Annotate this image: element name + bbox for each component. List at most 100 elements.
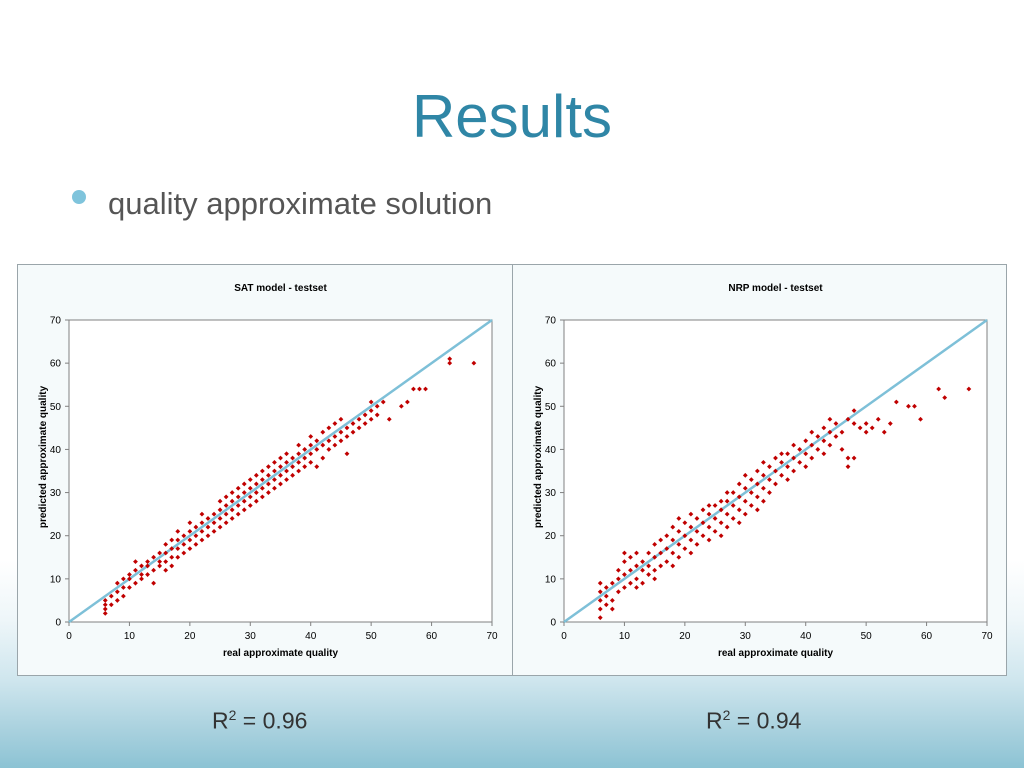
data-point <box>235 503 241 508</box>
charts-figure: SAT model - testset 0 10 20 30 40 50 60 70 0 10 20 3… <box>17 264 1007 676</box>
data-point <box>742 472 748 478</box>
data-point <box>634 550 639 556</box>
data-point <box>646 563 651 569</box>
data-point <box>356 425 362 431</box>
data-point <box>338 438 344 444</box>
data-point <box>417 386 422 392</box>
x-tick-label: 40 <box>800 631 812 642</box>
y-axis-label: predicted approximate quality <box>533 385 544 528</box>
data-point <box>199 529 205 534</box>
data-point <box>845 416 851 422</box>
x-tick-label: 30 <box>740 631 752 642</box>
data-point <box>151 580 156 586</box>
data-point <box>302 447 308 452</box>
data-point <box>748 503 754 508</box>
data-point <box>278 472 283 478</box>
data-point <box>163 550 169 556</box>
data-point <box>730 490 736 495</box>
data-point <box>314 464 320 470</box>
data-point <box>344 451 350 457</box>
data-point <box>266 464 271 470</box>
y-tick-label: 20 <box>545 531 557 542</box>
data-point <box>712 529 718 534</box>
data-point <box>797 459 803 465</box>
y-tick-label: 60 <box>545 359 557 370</box>
data-point <box>368 399 374 405</box>
data-point <box>362 412 368 418</box>
data-point <box>767 464 772 470</box>
data-point <box>235 485 241 491</box>
data-point <box>308 451 314 457</box>
data-point <box>368 408 374 413</box>
data-point <box>706 537 712 543</box>
data-point <box>785 464 790 470</box>
data-point <box>272 485 277 491</box>
data-point <box>108 593 114 599</box>
data-point <box>471 360 477 366</box>
y-tick-label: 50 <box>50 402 62 413</box>
data-point <box>748 477 754 483</box>
data-point <box>912 403 917 409</box>
data-point <box>694 541 700 547</box>
data-point <box>241 498 247 504</box>
data-point <box>869 425 875 431</box>
data-point <box>609 606 615 612</box>
data-point <box>356 416 362 422</box>
data-point <box>767 490 772 495</box>
data-point <box>253 481 259 487</box>
x-tick-label: 70 <box>486 631 498 642</box>
data-point <box>754 494 760 500</box>
data-point <box>259 494 265 500</box>
data-point <box>779 472 784 478</box>
data-point <box>193 524 199 530</box>
data-point <box>157 559 163 564</box>
data-point <box>278 481 283 487</box>
data-point <box>664 559 670 564</box>
data-point <box>133 559 138 564</box>
data-point <box>918 416 923 422</box>
data-point <box>320 442 326 448</box>
y-tick-label: 70 <box>50 316 62 327</box>
data-point <box>761 472 766 478</box>
data-point <box>308 442 314 448</box>
data-point <box>670 550 676 556</box>
data-point <box>326 425 332 431</box>
data-point <box>634 585 639 590</box>
x-tick-label: 0 <box>561 631 567 642</box>
data-point <box>284 477 289 483</box>
data-point <box>615 576 621 582</box>
data-point <box>718 498 724 504</box>
y-tick-label: 30 <box>545 488 557 499</box>
x-tick-label: 0 <box>66 631 72 642</box>
y-tick-label: 10 <box>50 574 62 585</box>
data-point <box>736 507 742 513</box>
data-point <box>157 550 163 556</box>
data-point <box>622 550 627 556</box>
y-tick-label: 40 <box>50 445 62 456</box>
r2-label-sat: R2 = 0.96 <box>212 707 308 734</box>
bullet-item: quality approximate solution <box>72 186 492 222</box>
data-point <box>597 606 603 612</box>
data-point <box>193 541 199 547</box>
data-point <box>767 477 772 483</box>
data-point <box>205 516 211 521</box>
data-point <box>247 494 253 500</box>
data-point <box>736 520 742 526</box>
data-point <box>259 477 265 483</box>
data-point <box>815 447 821 452</box>
data-point <box>114 589 120 595</box>
data-point <box>597 615 603 621</box>
data-point <box>139 563 144 569</box>
y-tick-label: 0 <box>55 618 61 629</box>
data-point <box>615 589 621 595</box>
data-point <box>730 503 736 508</box>
data-point <box>447 356 453 362</box>
x-tick-label: 50 <box>861 631 873 642</box>
x-tick-label: 10 <box>619 631 631 642</box>
data-point <box>634 576 639 582</box>
data-point <box>754 468 760 474</box>
data-point <box>646 550 651 556</box>
data-point <box>127 576 132 582</box>
data-point <box>350 429 356 435</box>
bullet-text: quality approximate solution <box>108 186 493 221</box>
